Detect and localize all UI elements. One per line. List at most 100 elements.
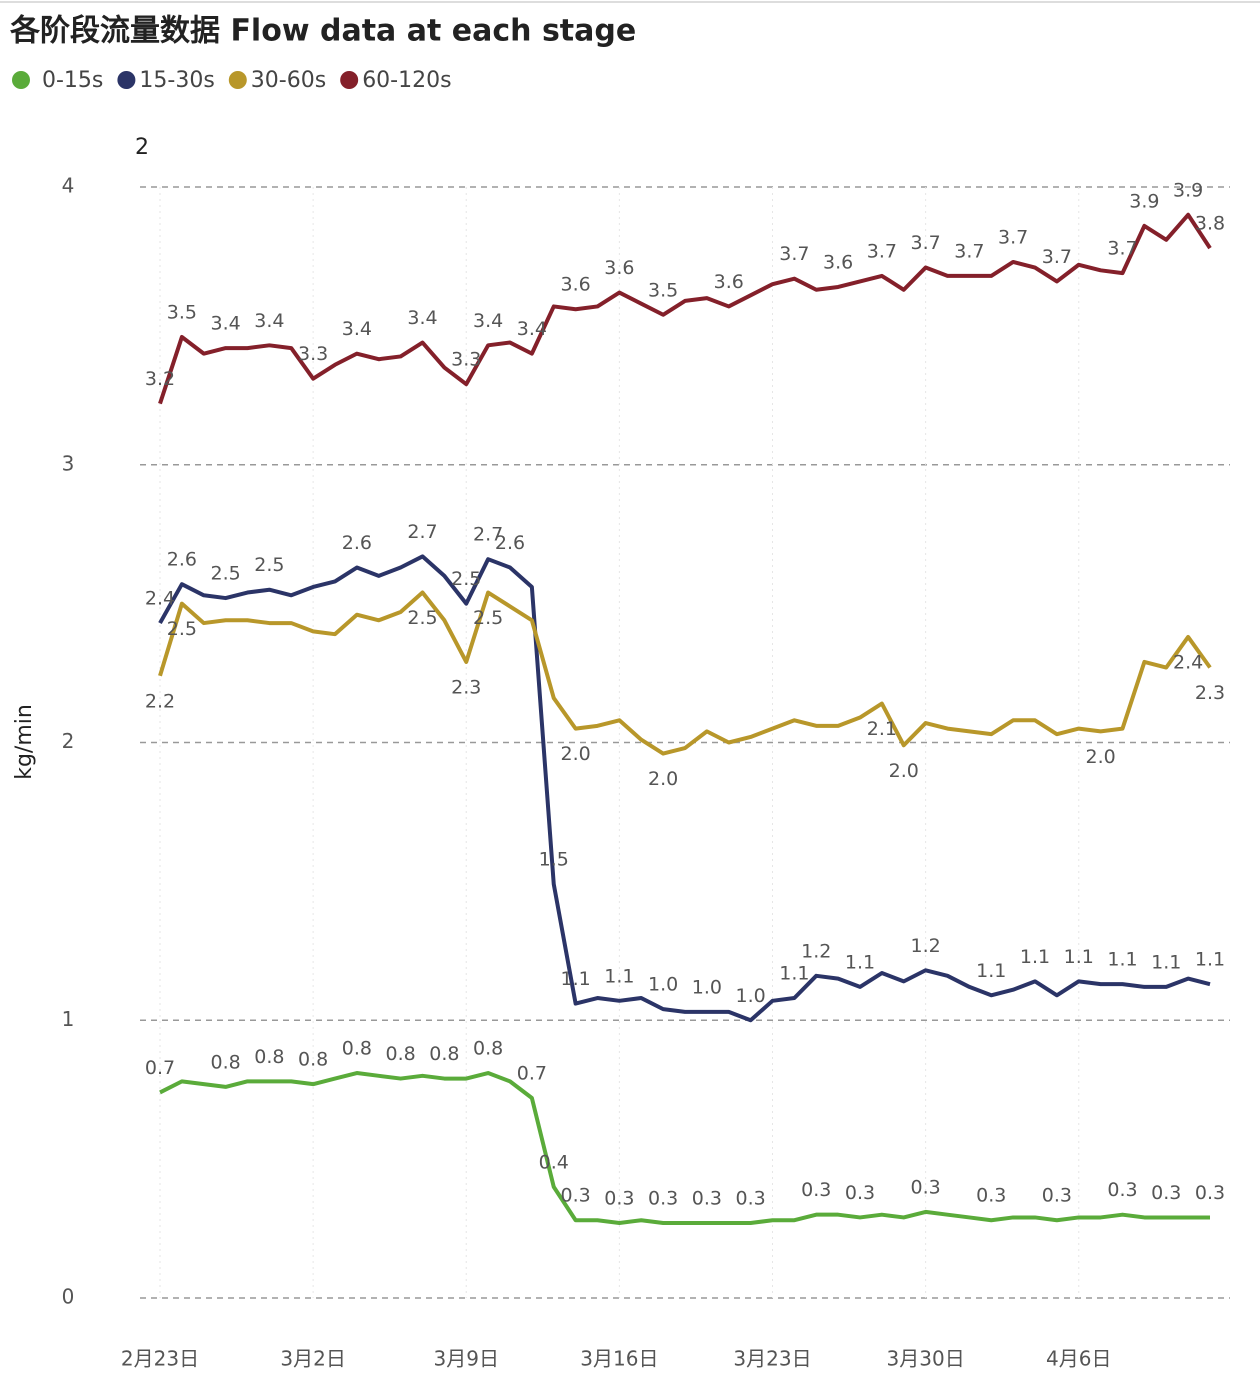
data-label: 0.3 xyxy=(561,1185,591,1207)
y-axis-label: kg/min xyxy=(12,704,37,780)
data-label: 1.2 xyxy=(911,935,941,957)
data-label: 2.5 xyxy=(167,618,197,640)
data-label: 3.3 xyxy=(298,343,328,365)
data-label: 3.6 xyxy=(561,274,591,296)
data-label: 2.7 xyxy=(407,521,437,543)
data-label: 1.1 xyxy=(1195,949,1225,971)
data-label: 3.6 xyxy=(714,271,744,293)
data-label: 0.3 xyxy=(845,1182,875,1204)
data-label: 0.3 xyxy=(604,1188,634,1210)
legend-marker xyxy=(340,71,359,89)
data-label: 0.8 xyxy=(298,1049,328,1071)
data-label: 1.0 xyxy=(692,976,722,998)
y-tick-label: 1 xyxy=(62,1007,75,1031)
x-tick-label: 3月30日 xyxy=(887,1347,965,1371)
data-label: 2.0 xyxy=(1086,746,1116,768)
data-label: 2.5 xyxy=(407,607,437,629)
data-label: 2.3 xyxy=(1195,682,1225,704)
legend-label: 0-15s xyxy=(42,68,103,93)
x-tick-label: 3月16日 xyxy=(580,1347,658,1371)
data-label: 3.6 xyxy=(604,257,634,279)
data-label: 2.7 xyxy=(473,524,503,546)
legend-marker xyxy=(117,71,136,89)
data-label: 2.5 xyxy=(211,563,241,585)
x-tick-label: 3月9日 xyxy=(434,1347,499,1371)
data-label: 2.2 xyxy=(145,690,175,712)
data-label: 0.3 xyxy=(976,1185,1006,1207)
data-label: 2.0 xyxy=(889,760,919,782)
data-label: 3.6 xyxy=(823,251,853,273)
data-label: 0.3 xyxy=(692,1188,722,1210)
data-label: 0.3 xyxy=(1195,1182,1225,1204)
data-label: 3.7 xyxy=(954,240,984,262)
data-label: 2.6 xyxy=(167,549,197,571)
data-label: 3.3 xyxy=(451,349,481,371)
y-tick-label: 4 xyxy=(62,174,75,198)
x-tick-label: 2月23日 xyxy=(121,1347,199,1371)
chart-title: 各阶段流量数据 Flow data at each stage xyxy=(9,14,636,49)
data-label: 1.1 xyxy=(1107,949,1137,971)
data-label: 2.5 xyxy=(254,554,284,576)
data-label: 0.8 xyxy=(342,1038,372,1060)
data-label: 3.4 xyxy=(342,318,372,340)
legend-label: 60-120s xyxy=(362,68,451,93)
data-label: 3.9 xyxy=(1173,179,1203,201)
data-label: 0.3 xyxy=(1042,1185,1072,1207)
series-line xyxy=(158,590,1212,756)
data-label: 2.5 xyxy=(473,607,503,629)
data-label: 0.8 xyxy=(429,1043,459,1065)
data-label: 1.0 xyxy=(648,974,678,996)
data-label: 0.7 xyxy=(517,1063,547,1085)
data-label: 3.4 xyxy=(407,307,437,329)
data-label: 1.1 xyxy=(779,963,809,985)
y-tick-label: 0 xyxy=(62,1285,75,1309)
data-label: 3.7 xyxy=(779,243,809,265)
data-label: 3.7 xyxy=(867,240,897,262)
data-label: 1.1 xyxy=(1064,946,1094,968)
data-label: 0.8 xyxy=(254,1046,284,1068)
data-label: 3.4 xyxy=(211,313,241,335)
legend-marker xyxy=(12,71,30,89)
data-label: 1.2 xyxy=(801,940,831,962)
data-label: 3.4 xyxy=(473,310,503,332)
data-label: 3.7 xyxy=(1042,246,1072,268)
data-label: 3.7 xyxy=(998,226,1028,248)
data-label: 1.1 xyxy=(976,960,1006,982)
data-label: 1.1 xyxy=(561,968,591,990)
data-label: 0.3 xyxy=(911,1176,941,1198)
x-tick-label: 3月23日 xyxy=(733,1347,811,1371)
series-line xyxy=(158,212,1212,405)
data-label: 3.5 xyxy=(648,279,678,301)
data-label: 2.0 xyxy=(648,768,678,790)
data-label: 3.7 xyxy=(1107,238,1137,260)
legend-label: 30-60s xyxy=(251,68,326,93)
y-tick-label: 3 xyxy=(62,451,75,475)
data-label: 2.6 xyxy=(495,532,525,554)
data-label: 1.1 xyxy=(845,951,875,973)
data-label: 0.3 xyxy=(801,1179,831,1201)
data-label: 0.8 xyxy=(473,1038,503,1060)
data-label: 3.4 xyxy=(254,310,284,332)
legend-label: 15-30s xyxy=(139,68,214,93)
data-label: 1.5 xyxy=(539,849,569,871)
data-label: 2.4 xyxy=(145,588,175,610)
data-label: 0.3 xyxy=(736,1188,766,1210)
series-line xyxy=(159,1071,1210,1226)
data-label: 0.4 xyxy=(539,1151,569,1173)
series-line xyxy=(158,554,1211,1023)
data-label: 2.1 xyxy=(867,718,897,740)
data-label: 3.7 xyxy=(911,232,941,254)
data-label: 2.6 xyxy=(342,532,372,554)
data-label: 1.1 xyxy=(1020,946,1050,968)
data-label: 2.4 xyxy=(1173,651,1203,673)
annotation: 2 xyxy=(135,135,149,160)
x-tick-label: 4月6日 xyxy=(1046,1347,1111,1371)
data-label: 3.8 xyxy=(1195,213,1225,235)
data-label: 1.1 xyxy=(604,965,634,987)
legend-marker xyxy=(228,71,247,89)
data-label: 2.5 xyxy=(451,568,481,590)
data-label: 0.7 xyxy=(145,1057,175,1079)
data-label: 2.0 xyxy=(561,743,591,765)
x-tick-label: 3月2日 xyxy=(280,1347,345,1371)
